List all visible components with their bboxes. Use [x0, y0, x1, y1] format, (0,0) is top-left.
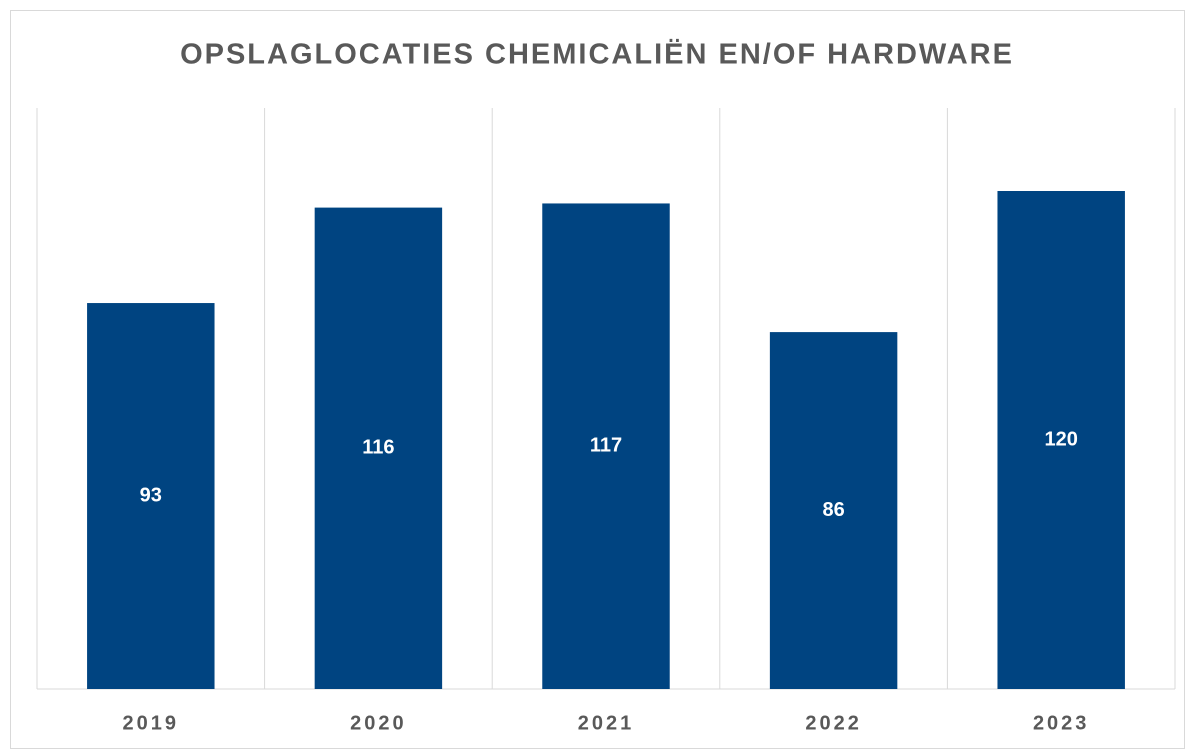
x-tick-label: 2022	[805, 712, 862, 734]
x-tick-label: 2023	[1033, 712, 1090, 734]
x-tick-label: 2021	[578, 712, 635, 734]
bar	[542, 203, 670, 689]
data-label: 116	[362, 437, 394, 459]
bar	[997, 191, 1125, 689]
x-tick-label: 2019	[123, 712, 180, 734]
chart-title: OPSLAGLOCATIES CHEMICALIËN EN/OF HARDWAR…	[180, 38, 1014, 71]
x-tick-label: 2020	[350, 712, 407, 734]
data-label: 117	[590, 435, 622, 457]
data-label: 93	[140, 484, 162, 506]
data-label: 120	[1045, 428, 1078, 450]
bar	[314, 207, 443, 689]
bar	[87, 303, 215, 689]
data-label: 86	[822, 499, 844, 521]
bar	[769, 332, 898, 689]
